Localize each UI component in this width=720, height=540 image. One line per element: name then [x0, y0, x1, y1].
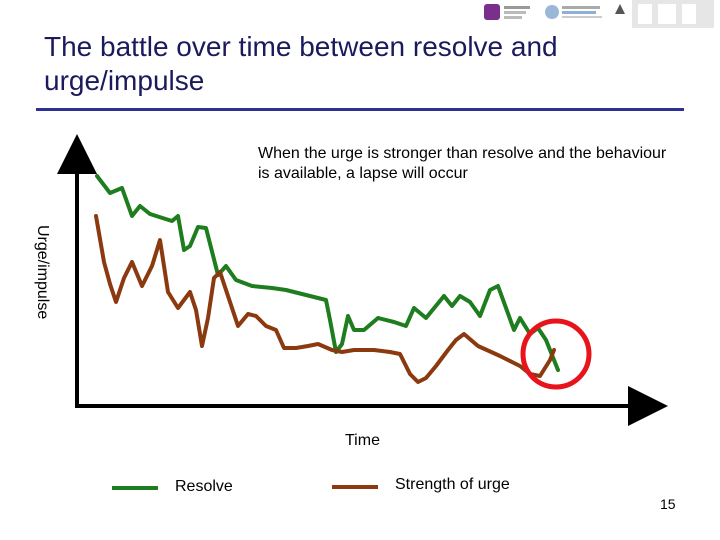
header-logos [484, 0, 714, 28]
lapse-highlight-circle [520, 318, 592, 390]
x-axis-label: Time [345, 432, 380, 449]
research-centre-logo-icon [545, 5, 602, 19]
partner-logo-icon [484, 4, 530, 20]
y-axis-label: Urge/impulse [34, 225, 51, 320]
legend-urge-swatch [332, 485, 378, 489]
page-number: 15 [660, 496, 676, 512]
lapse-annotation: When the urge is stronger than resolve a… [258, 145, 667, 182]
legend-resolve-label: Resolve [175, 478, 233, 495]
legend-urge-label: Strength of urge [395, 476, 510, 493]
resolve-line [95, 174, 560, 372]
title-underline [36, 108, 684, 111]
slide-title: The battle over time between resolve and… [44, 31, 558, 96]
urge-line [94, 214, 556, 384]
ucl-logo-icon [615, 0, 714, 28]
legend-resolve-swatch [112, 486, 158, 490]
